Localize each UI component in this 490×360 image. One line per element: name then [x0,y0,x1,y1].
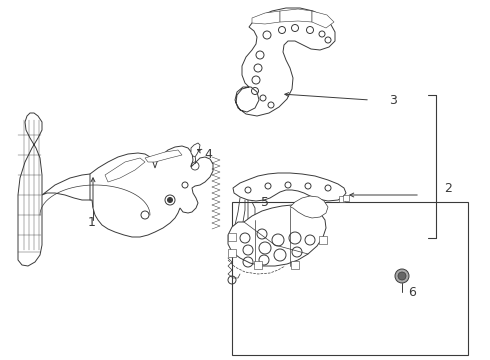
Polygon shape [319,236,327,244]
Polygon shape [145,150,182,162]
Polygon shape [18,113,42,266]
Circle shape [398,272,406,280]
Polygon shape [228,205,326,266]
Polygon shape [235,8,335,116]
Polygon shape [280,203,317,226]
Polygon shape [42,174,108,200]
Text: 4: 4 [204,148,212,162]
Polygon shape [105,158,145,182]
Polygon shape [339,196,345,202]
Text: 3: 3 [389,94,397,107]
Polygon shape [252,11,280,24]
Polygon shape [291,261,299,269]
Text: 5: 5 [261,195,269,208]
Circle shape [395,269,409,283]
Text: 6: 6 [408,287,416,300]
Text: 1: 1 [88,216,96,229]
Circle shape [168,198,172,202]
Text: 2: 2 [444,181,452,194]
Polygon shape [312,11,334,28]
Polygon shape [231,246,237,252]
Polygon shape [228,249,236,257]
Polygon shape [90,146,213,237]
Polygon shape [235,248,241,254]
Bar [232,202,468,355]
Polygon shape [254,261,262,269]
Polygon shape [290,196,328,218]
Polygon shape [343,195,349,201]
Polygon shape [228,233,236,241]
Polygon shape [280,9,312,22]
Polygon shape [233,173,346,201]
Polygon shape [191,143,200,157]
